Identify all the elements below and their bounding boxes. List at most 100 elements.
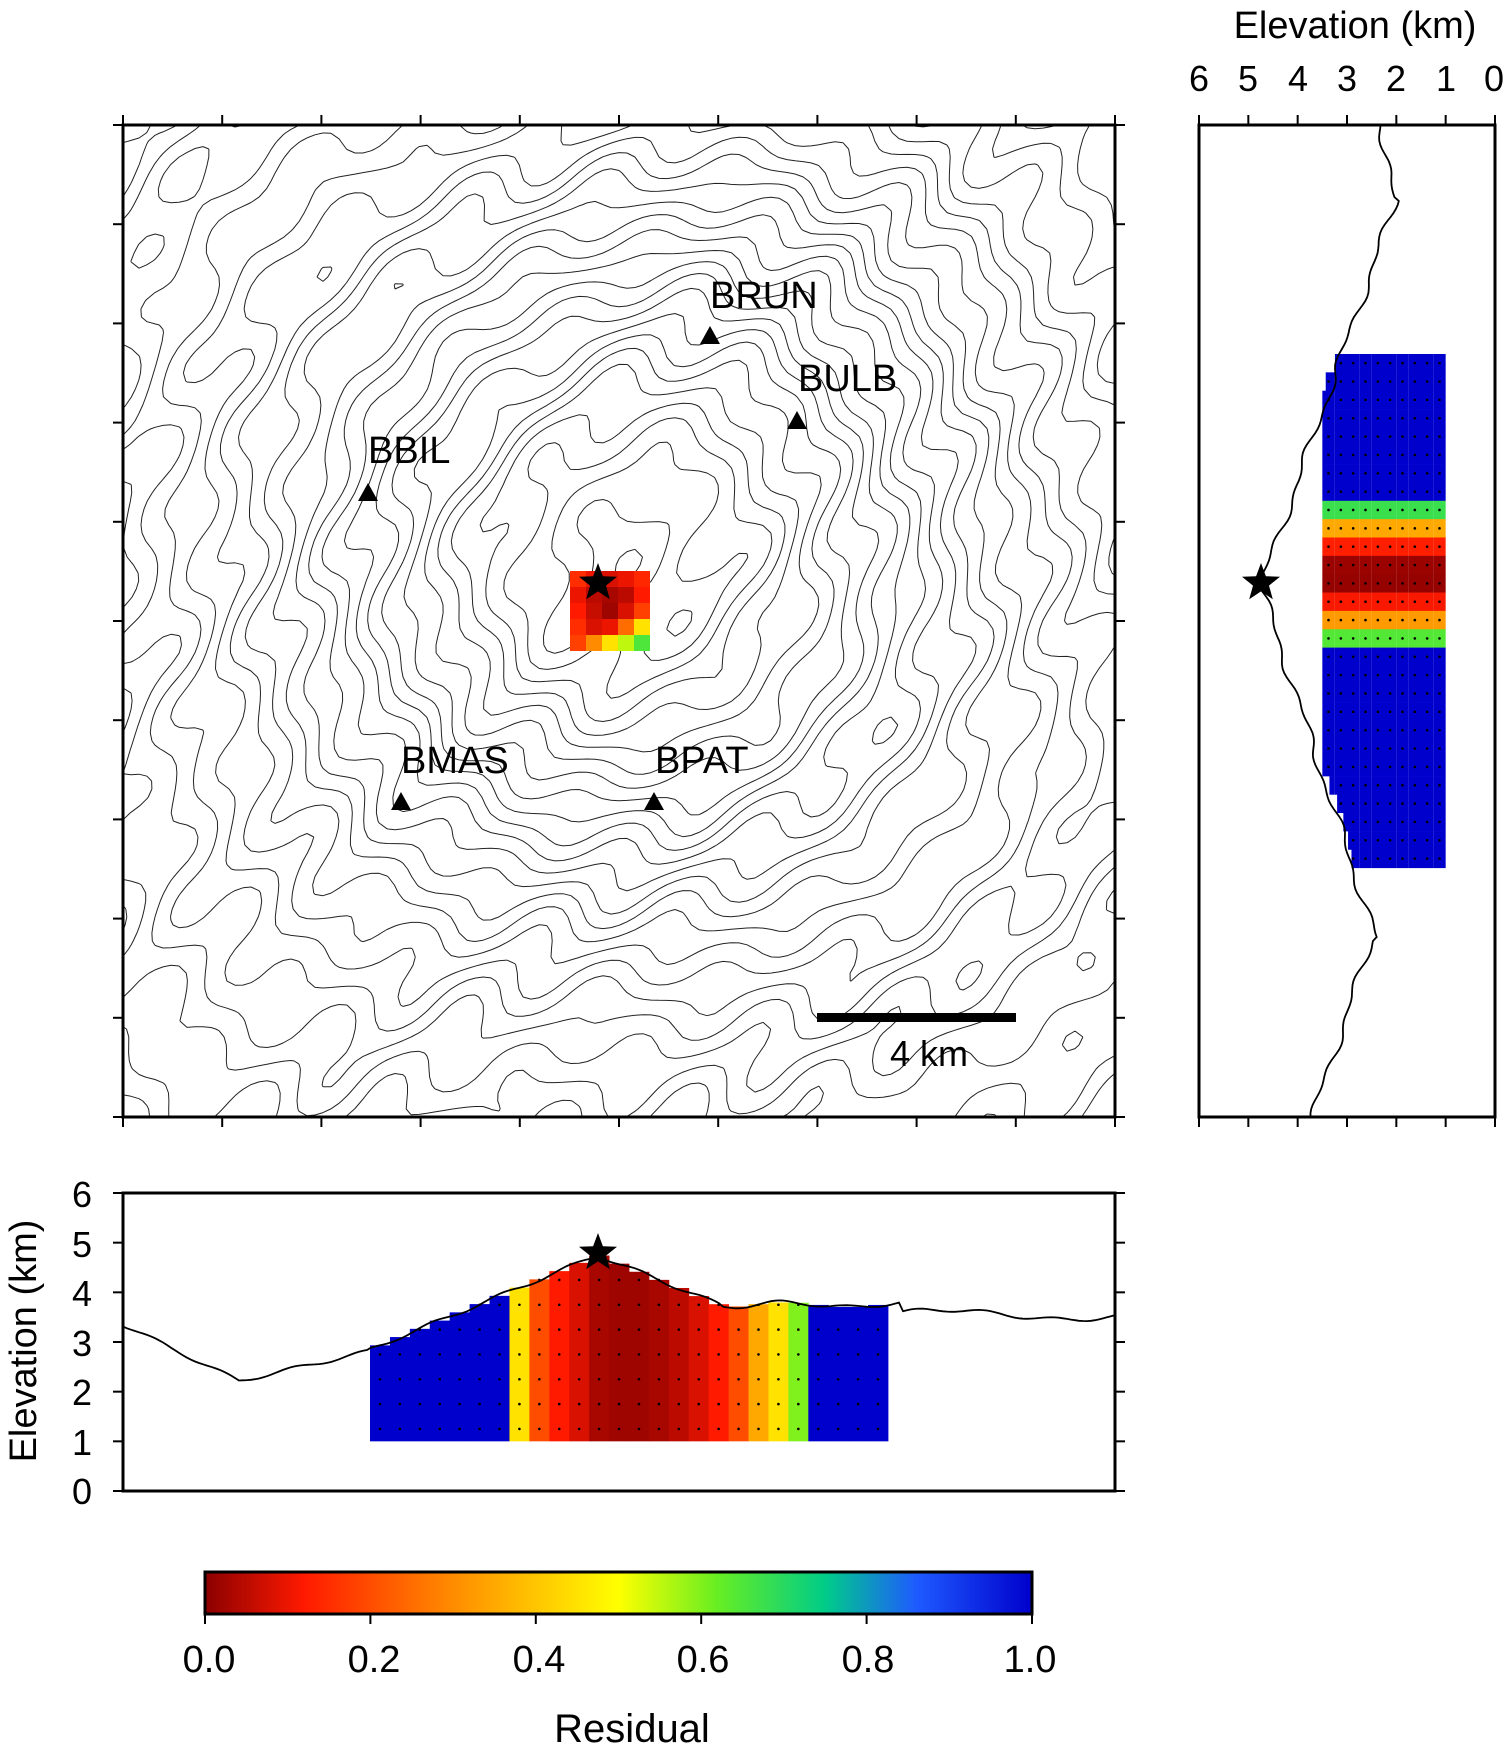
grid-node-dot bbox=[1327, 508, 1330, 512]
grid-node-dot bbox=[1413, 637, 1417, 640]
grid-node-dot bbox=[1376, 361, 1380, 365]
station-triangle-icon bbox=[700, 326, 720, 344]
side-tick-label: 0 bbox=[1484, 58, 1504, 99]
grid-node-dot bbox=[1425, 618, 1429, 622]
grid-node-dot bbox=[816, 1353, 820, 1356]
grid-node-dot bbox=[418, 1427, 422, 1431]
grid-node-dot bbox=[1425, 361, 1429, 365]
grid-node-dot bbox=[1327, 453, 1330, 457]
station-label: BBIL bbox=[368, 430, 450, 472]
grid-node-dot bbox=[617, 1427, 621, 1431]
grid-node-dot bbox=[1351, 710, 1355, 714]
grid-node-dot bbox=[1339, 398, 1343, 402]
grid-node-dot bbox=[597, 1377, 601, 1381]
grid-node-dot bbox=[1425, 765, 1429, 769]
grid-node-dot bbox=[1401, 618, 1404, 622]
grid-node-dot bbox=[1425, 802, 1429, 805]
grid-node-dot bbox=[538, 1427, 541, 1431]
grid-node-dot bbox=[1376, 582, 1380, 585]
grid-node-dot bbox=[876, 1377, 880, 1381]
grid-node-dot bbox=[717, 1377, 720, 1381]
residual-cell bbox=[728, 1306, 749, 1442]
map-residual-grid bbox=[570, 571, 650, 651]
side-residual-grid bbox=[1322, 354, 1446, 869]
grid-node-dot bbox=[1413, 490, 1417, 493]
map-ticks bbox=[113, 115, 1125, 1127]
grid-node-dot bbox=[1339, 673, 1343, 677]
station-triangle-icon bbox=[644, 792, 664, 810]
grid-node-dot bbox=[856, 1427, 860, 1431]
grid-node-dot bbox=[478, 1328, 481, 1331]
grid-node-dot bbox=[617, 1377, 621, 1381]
residual-cell bbox=[1325, 372, 1335, 391]
colorbar-tick-label: 0.2 bbox=[348, 1639, 401, 1681]
grid-node-dot bbox=[1339, 600, 1343, 604]
grid-node-dot bbox=[597, 1353, 601, 1356]
grid-node-dot bbox=[1376, 820, 1380, 824]
bottom-tick-labels: 0 1 2 3 4 5 6 bbox=[72, 1174, 92, 1512]
grid-node-dot bbox=[597, 1402, 601, 1406]
grid-node-dot bbox=[757, 1328, 760, 1331]
grid-node-dot bbox=[498, 1303, 501, 1307]
grid-node-dot bbox=[697, 1353, 701, 1356]
grid-node-dot bbox=[757, 1427, 760, 1431]
grid-node-dot bbox=[1401, 471, 1404, 475]
grid-node-dot bbox=[1388, 618, 1392, 622]
station-bbil: BBIL bbox=[358, 430, 450, 501]
grid-node-dot bbox=[836, 1328, 840, 1331]
colorbar-ticks bbox=[204, 1614, 1033, 1624]
grid-node-dot bbox=[557, 1328, 561, 1331]
residual-cell bbox=[586, 619, 602, 635]
grid-node-dot bbox=[1438, 637, 1441, 640]
grid-node-dot bbox=[1327, 416, 1330, 420]
residual-cell bbox=[1329, 776, 1335, 795]
residual-cell bbox=[788, 1302, 809, 1442]
residual-cell bbox=[618, 571, 634, 587]
grid-node-dot bbox=[677, 1328, 681, 1331]
grid-node-dot bbox=[677, 1377, 681, 1381]
grid-node-dot bbox=[1438, 361, 1441, 365]
grid-node-dot bbox=[1327, 765, 1330, 769]
grid-node-dot bbox=[856, 1377, 860, 1381]
grid-node-dot bbox=[1351, 545, 1355, 548]
grid-node-dot bbox=[697, 1303, 701, 1307]
residual-cell bbox=[618, 603, 634, 619]
grid-node-dot bbox=[1401, 435, 1404, 438]
grid-node-dot bbox=[1351, 490, 1355, 493]
grid-node-dot bbox=[1438, 582, 1441, 585]
grid-node-dot bbox=[1339, 637, 1343, 640]
colorbar-tick-label: 0.6 bbox=[677, 1639, 730, 1681]
grid-node-dot bbox=[1327, 471, 1330, 475]
grid-node-dot bbox=[1364, 618, 1367, 622]
grid-node-dot bbox=[1376, 471, 1380, 475]
grid-node-dot bbox=[1388, 527, 1392, 530]
grid-node-dot bbox=[1413, 435, 1417, 438]
grid-node-dot bbox=[1339, 728, 1343, 732]
grid-node-dot bbox=[1364, 765, 1367, 769]
grid-node-dot bbox=[1401, 380, 1404, 383]
grid-node-dot bbox=[557, 1402, 561, 1406]
grid-node-dot bbox=[1438, 838, 1441, 842]
grid-node-dot bbox=[637, 1328, 641, 1331]
grid-node-dot bbox=[1376, 545, 1380, 548]
grid-node-dot bbox=[1364, 582, 1367, 585]
grid-node-dot bbox=[1413, 692, 1417, 695]
residual-cell bbox=[529, 1279, 550, 1442]
grid-node-dot bbox=[1376, 600, 1380, 604]
grid-node-dot bbox=[1388, 398, 1392, 402]
residual-cell bbox=[708, 1304, 730, 1442]
grid-node-dot bbox=[378, 1427, 382, 1431]
grid-node-dot bbox=[1376, 637, 1380, 640]
residual-cell bbox=[570, 619, 586, 635]
colorbar-tick-label: 0.4 bbox=[513, 1639, 566, 1681]
grid-node-dot bbox=[518, 1353, 521, 1356]
grid-node-dot bbox=[557, 1278, 561, 1282]
grid-node-dot bbox=[597, 1278, 601, 1282]
grid-node-dot bbox=[1364, 361, 1367, 365]
grid-node-dot bbox=[1413, 618, 1417, 622]
grid-node-dot bbox=[856, 1402, 860, 1406]
grid-node-dot bbox=[1351, 563, 1355, 567]
grid-node-dot bbox=[1351, 435, 1355, 438]
grid-node-dot bbox=[1376, 802, 1380, 805]
grid-node-dot bbox=[797, 1328, 800, 1331]
